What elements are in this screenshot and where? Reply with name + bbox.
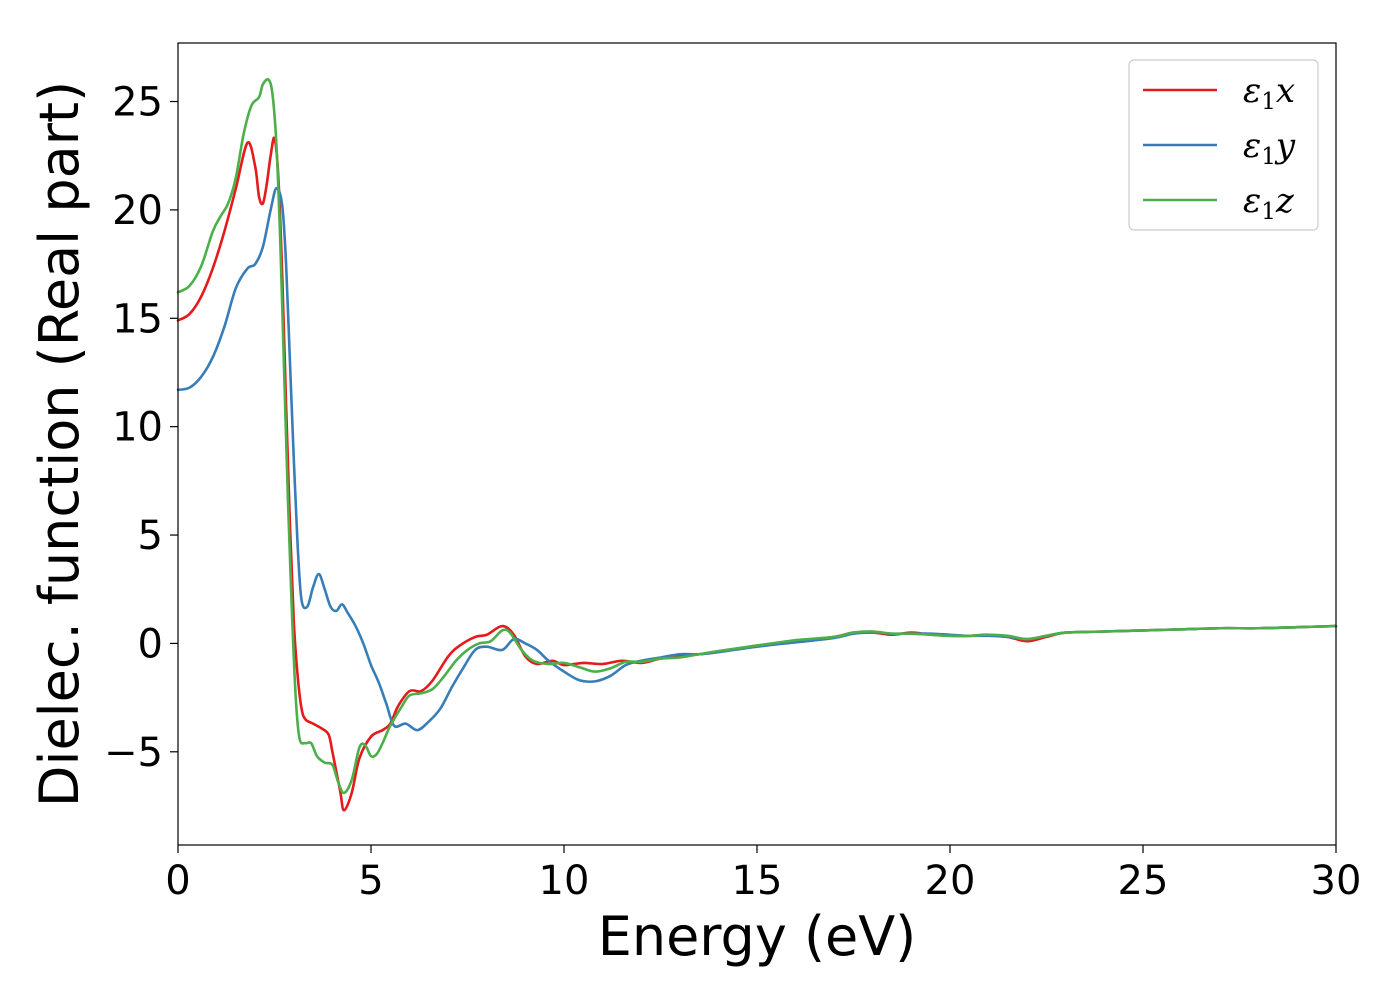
x-tick-label: 10 (539, 858, 590, 904)
y-axis-ticks: −5 0 5 10 15 20 25 (104, 80, 178, 776)
series-layer (176, 78, 1338, 812)
series-line-3 (176, 78, 1338, 795)
y-tick-label: 10 (112, 405, 163, 451)
x-axis-title: Energy (eV) (598, 905, 917, 968)
y-tick-label: 25 (112, 80, 163, 126)
legend-label-2: ε1y (1243, 126, 1296, 170)
y-tick-label: −5 (104, 730, 163, 776)
y-tick-label: 5 (138, 513, 163, 559)
x-tick-label: 30 (1311, 858, 1362, 904)
x-tick-label: 15 (732, 858, 783, 904)
legend: ε1x ε1y ε1z (1128, 59, 1319, 231)
legend-label-3: ε1z (1243, 181, 1295, 225)
y-tick-label: 20 (112, 188, 163, 234)
x-tick-label: 5 (358, 858, 383, 904)
legend-box (1128, 59, 1319, 231)
x-tick-label: 25 (1118, 858, 1169, 904)
legend-label-1: ε1x (1243, 71, 1295, 115)
y-tick-label: 0 (138, 621, 163, 667)
x-tick-label: 0 (165, 858, 190, 904)
x-tick-label: 20 (925, 858, 976, 904)
y-tick-label: 15 (112, 296, 163, 342)
x-axis-ticks: 0 5 10 15 20 25 30 (165, 845, 1361, 904)
y-axis-title: Dielec. function (Real part) (28, 81, 91, 807)
